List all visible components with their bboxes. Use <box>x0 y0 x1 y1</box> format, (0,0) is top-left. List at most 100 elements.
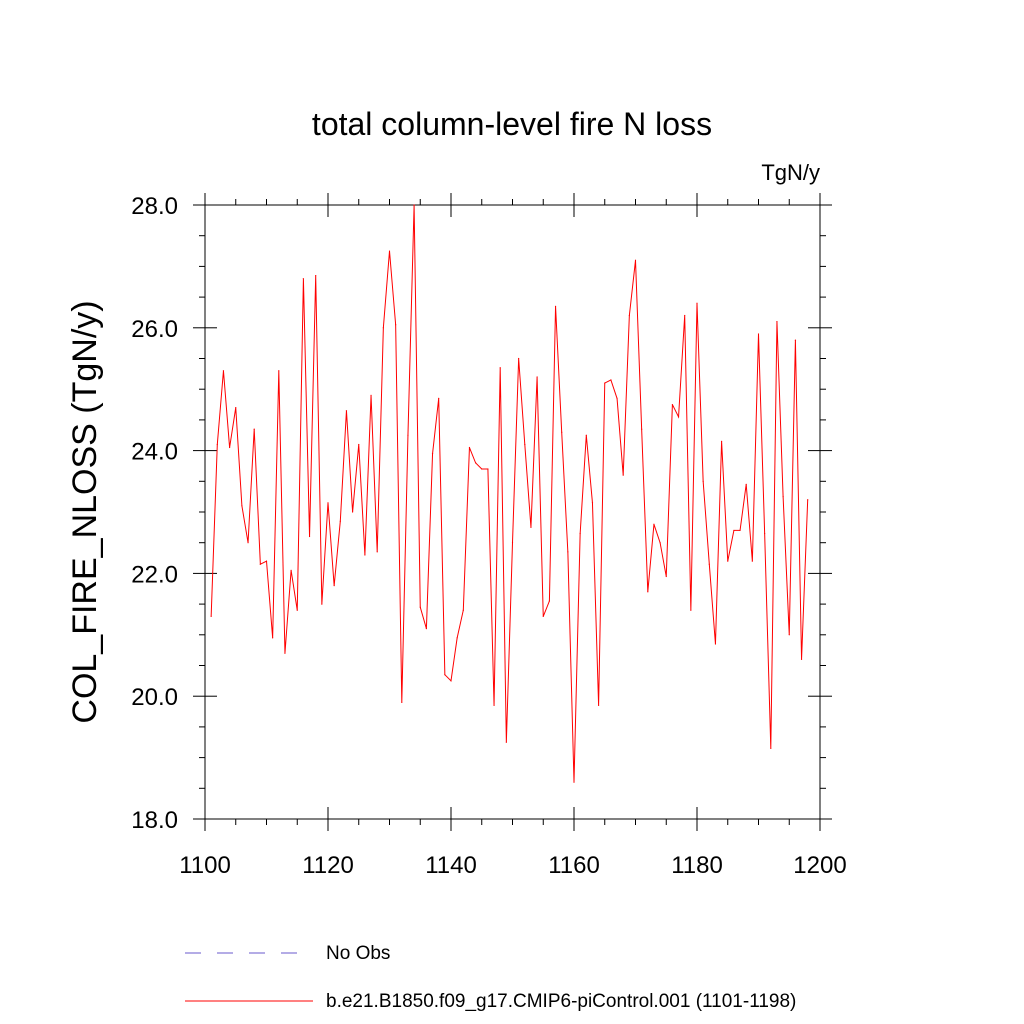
data-point <box>788 634 790 636</box>
data-point <box>721 440 723 442</box>
data-point <box>677 416 680 418</box>
data-point <box>573 781 575 783</box>
data-point <box>536 376 538 378</box>
data-point <box>604 382 606 384</box>
plot-frame <box>204 204 821 820</box>
data-point <box>511 542 514 544</box>
data-point <box>235 407 237 409</box>
series-line <box>210 204 809 783</box>
data-point <box>302 278 304 280</box>
y-tick-label: 28.0 <box>131 193 178 220</box>
data-point <box>634 259 637 261</box>
data-point <box>352 511 354 513</box>
x-tick-label: 1140 <box>425 852 477 879</box>
data-point <box>751 560 753 562</box>
data-point <box>253 428 255 430</box>
data-point <box>370 394 372 396</box>
data-point <box>554 305 557 307</box>
data-point <box>745 483 747 485</box>
data-point <box>345 410 348 412</box>
data-point <box>800 658 803 660</box>
data-point <box>770 747 772 749</box>
data-point <box>727 560 729 562</box>
data-point <box>733 529 735 532</box>
data-point <box>425 628 427 630</box>
y-tick-label: 24.0 <box>131 439 178 466</box>
data-point <box>290 569 292 571</box>
data-point <box>610 379 612 381</box>
data-point <box>764 532 766 535</box>
data-point <box>462 609 464 611</box>
data-point <box>598 704 600 707</box>
data-point <box>382 327 384 329</box>
data-point <box>518 357 520 360</box>
series-layer <box>210 204 809 783</box>
data-point <box>548 600 551 602</box>
data-point <box>739 529 741 532</box>
data-point <box>327 502 329 504</box>
x-tick-label: 1100 <box>179 852 231 879</box>
data-point <box>265 560 268 562</box>
data-point <box>702 480 704 482</box>
data-point <box>671 403 674 406</box>
data-point <box>628 314 630 317</box>
data-point <box>272 637 274 639</box>
chart-title: total column-level fire N loss <box>312 106 712 142</box>
data-point <box>782 496 784 498</box>
data-point <box>567 551 569 553</box>
legend-label-no-obs: No Obs <box>326 943 390 964</box>
data-point <box>407 434 409 436</box>
data-point <box>690 609 692 611</box>
tick-marks <box>193 193 832 831</box>
data-point <box>647 591 649 593</box>
data-point <box>585 434 587 436</box>
data-point <box>364 554 366 556</box>
data-point <box>241 505 243 507</box>
data-point <box>653 523 655 525</box>
legend-label-model: b.e21.B1850.f09_g17.CMIP6-piControl.001 … <box>326 991 796 1012</box>
data-point <box>696 302 698 304</box>
data-point <box>413 204 415 206</box>
data-point <box>388 250 391 252</box>
data-point <box>456 637 458 639</box>
data-point <box>505 741 507 743</box>
data-point <box>401 701 403 703</box>
data-point <box>561 431 563 433</box>
tick-labels: 1100 1120 1140 1160 1180 1200 18.0 20.0 22.0 24.0… <box>131 193 846 879</box>
y-tick-label: 20.0 <box>131 684 178 711</box>
data-point <box>247 542 249 544</box>
data-point <box>333 585 335 587</box>
data-point <box>757 333 760 335</box>
data-point <box>714 643 717 645</box>
data-point <box>315 275 317 277</box>
x-tick-label: 1180 <box>671 852 723 879</box>
data-point <box>487 468 489 470</box>
data-point <box>431 453 434 455</box>
data-point <box>222 370 225 372</box>
axes <box>204 204 821 820</box>
data-point <box>296 609 298 611</box>
x-tick-label: 1160 <box>548 852 600 879</box>
data-point <box>794 339 797 341</box>
data-point <box>616 397 618 400</box>
data-point <box>659 542 661 544</box>
data-point <box>216 443 218 446</box>
data-point <box>278 370 280 372</box>
data-point <box>308 535 311 538</box>
data-point <box>376 551 378 553</box>
data-point <box>358 443 360 446</box>
data-point <box>229 446 231 449</box>
y-axis-title: COL_FIRE_NLOSS (TgN/y) <box>66 300 104 723</box>
data-point <box>259 563 261 565</box>
data-point <box>499 367 501 369</box>
data-point <box>684 314 686 317</box>
data-point <box>622 474 624 476</box>
legend: No Obs b.e21.B1850.f09_g17.CMIP6-piContr… <box>185 943 796 1012</box>
y-tick-label: 22.0 <box>131 561 178 588</box>
data-point <box>807 499 809 501</box>
y-tick-label: 26.0 <box>131 316 178 343</box>
data-point <box>524 443 526 446</box>
data-point <box>321 603 323 605</box>
data-point <box>475 462 477 464</box>
data-point <box>395 324 397 326</box>
